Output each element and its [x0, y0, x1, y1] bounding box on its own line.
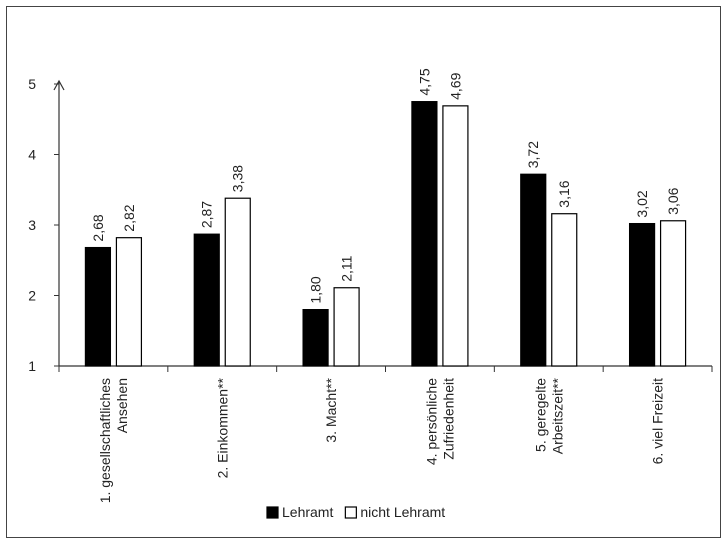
x-category-label: Ansehen: [114, 378, 130, 433]
y-axis-arrow-icon: [53, 79, 65, 91]
bar-lehramt: [520, 173, 547, 367]
bar-lehramt: [302, 309, 329, 367]
bar-nicht-lehramt: [333, 287, 360, 367]
data-label: 2,68: [90, 214, 106, 241]
data-label: 2,82: [121, 204, 137, 231]
y-tick-label: 1: [28, 358, 36, 374]
bar-nicht-lehramt: [442, 105, 469, 367]
x-category-label: Arbeitszeit**: [549, 377, 565, 454]
x-category-label: 6. viel Freizeit: [650, 378, 666, 464]
legend-swatch-lehramt: [266, 506, 279, 519]
y-tick-label: 5: [28, 76, 36, 92]
bar-nicht-lehramt: [115, 237, 143, 367]
data-label: 1,80: [308, 276, 324, 303]
legend-swatch-nicht-lehramt: [344, 506, 357, 519]
x-category-label: 3. Macht**: [323, 377, 339, 442]
y-tick-label: 4: [28, 147, 36, 163]
legend-label-nicht-lehramt: nicht Lehramt: [360, 504, 445, 520]
data-label: 3,06: [665, 187, 681, 214]
data-label: 3,72: [525, 141, 541, 168]
chart-frame: 1 2 3 4 5 2,68 2,82 1. gesellschaftliches Ansehe…: [6, 6, 721, 538]
x-category-label: Zufriedenheit: [440, 378, 456, 460]
x-category-label: 4. persönliche: [423, 378, 439, 465]
x-category-label: 1. gesellschaftliches: [97, 378, 113, 503]
data-label: 4,69: [447, 72, 463, 99]
data-label: 3,02: [634, 190, 650, 217]
bar-chart: 1 2 3 4 5 2,68 2,82 1. gesellschaftliches Ansehe…: [28, 68, 713, 520]
bar-lehramt: [628, 222, 656, 367]
bar-nicht-lehramt: [659, 220, 687, 367]
y-tick-label: 3: [28, 217, 36, 233]
y-tick-label: 2: [28, 288, 36, 304]
bar-lehramt: [84, 246, 112, 367]
data-label: 2,11: [339, 255, 355, 281]
bar-lehramt: [411, 101, 438, 367]
bar-lehramt: [193, 233, 220, 367]
data-label: 2,87: [199, 201, 215, 228]
data-label: 3,16: [556, 180, 572, 207]
x-category-label: 2. Einkommen**: [214, 377, 230, 478]
data-label: 4,75: [416, 68, 432, 95]
x-category-label: 5. geregelte: [532, 378, 548, 452]
bar-nicht-lehramt: [224, 197, 251, 367]
data-label: 3,38: [230, 165, 246, 192]
legend-label-lehramt: Lehramt: [282, 504, 333, 520]
bar-nicht-lehramt: [551, 213, 578, 367]
